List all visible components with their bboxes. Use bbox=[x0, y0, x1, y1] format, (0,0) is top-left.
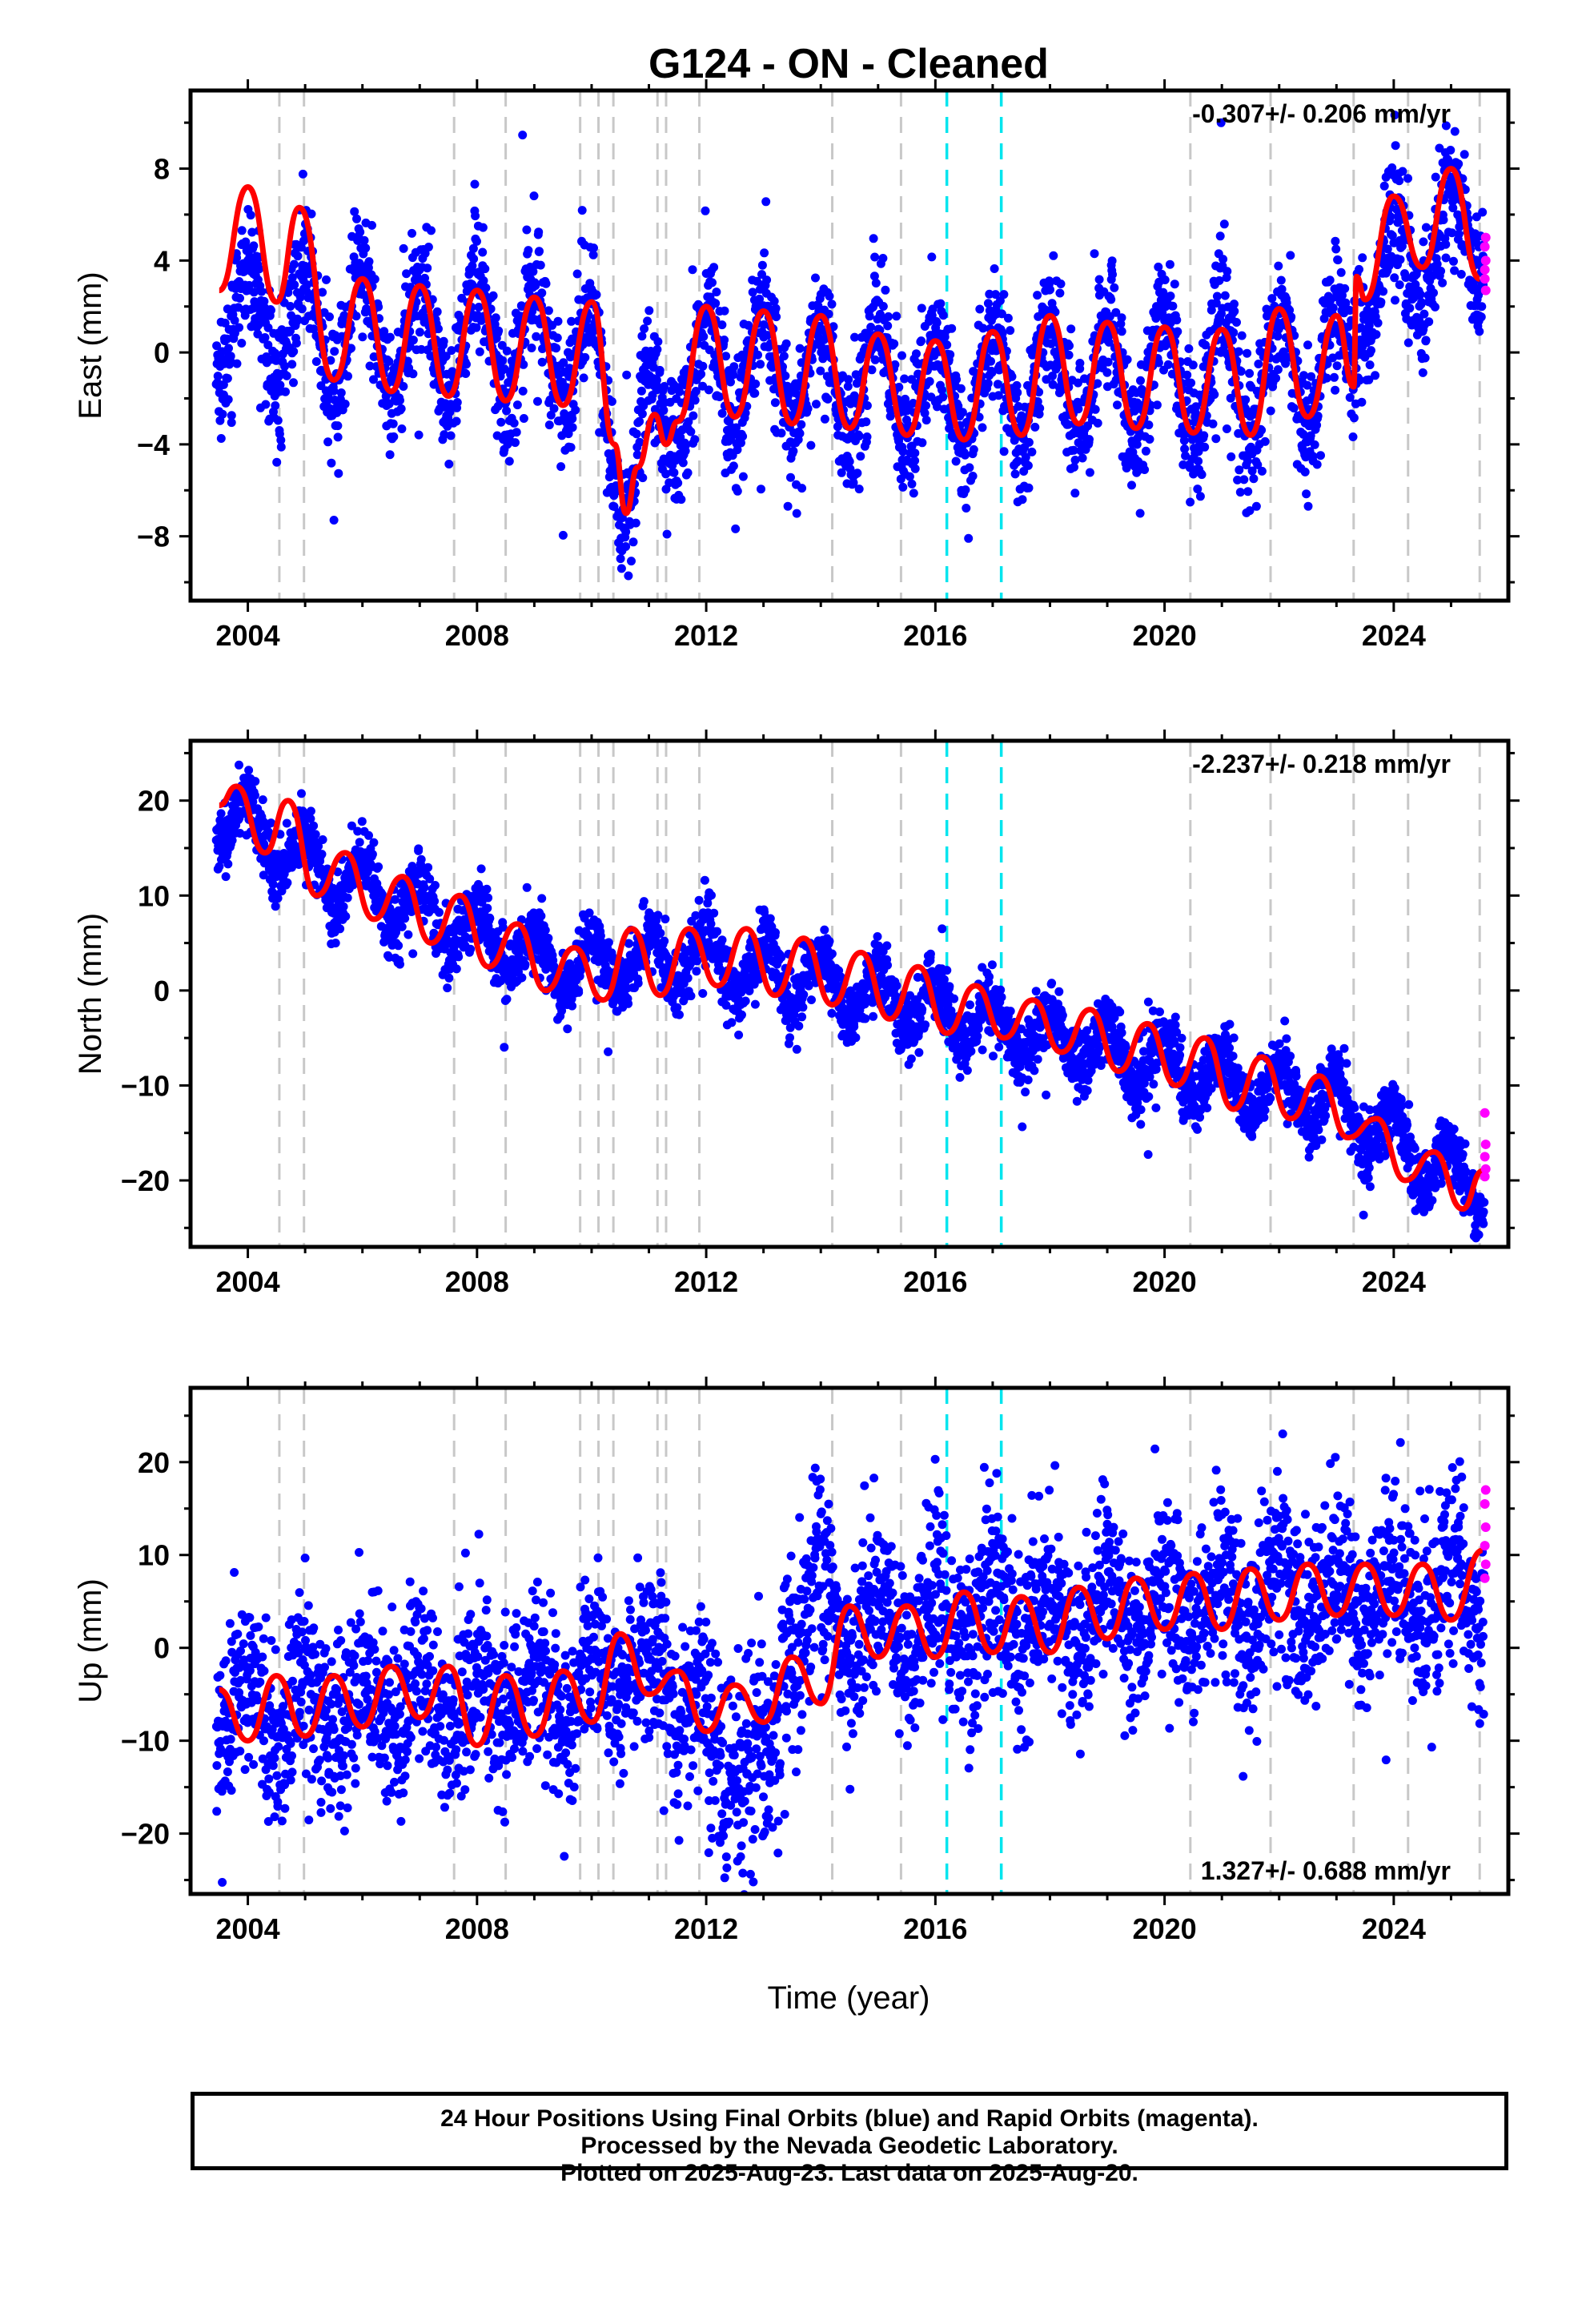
rapid-orbit-point bbox=[1481, 1140, 1491, 1149]
y-tick-label: −8 bbox=[137, 521, 170, 553]
x-axis-label: Time (year) bbox=[768, 1980, 930, 2016]
y-tick-label: −10 bbox=[121, 1069, 170, 1102]
x-tick-label: 2024 bbox=[1362, 1265, 1426, 1298]
panel-up: 2004 2008 2012 2016 2020 2024 −20 −10 0 10 20 Up (m… bbox=[73, 1377, 1520, 1945]
rapid-orbit-point bbox=[1481, 255, 1491, 265]
x-tick-label: 2004 bbox=[216, 1265, 280, 1298]
chart-title: G124 - ON - Cleaned bbox=[648, 41, 1049, 87]
rapid-orbit-point bbox=[1480, 1172, 1490, 1181]
x-tick-label: 2020 bbox=[1133, 1912, 1197, 1945]
plot-area-east bbox=[212, 90, 1491, 620]
final-orbit-points bbox=[212, 761, 1489, 1276]
y-tick-label: 0 bbox=[154, 1632, 170, 1665]
x-tick-label: 2020 bbox=[1133, 619, 1197, 652]
rapid-orbit-point bbox=[1480, 1152, 1490, 1161]
y-axis-label: North (mm) bbox=[73, 913, 108, 1075]
y-tick-label: −10 bbox=[121, 1725, 170, 1758]
rapid-orbit-point bbox=[1481, 286, 1491, 296]
y-tick-label: 0 bbox=[154, 336, 170, 369]
y-tick-label: 10 bbox=[138, 1539, 170, 1572]
y-tick-label: 4 bbox=[154, 244, 170, 277]
x-tick-label: 2008 bbox=[445, 1912, 509, 1945]
velocity-rate-label: 1.327+/- 0.688 mm/yr bbox=[1201, 1856, 1451, 1885]
gps-time-series-figure: G124 - ON - Cleaned 2004 2008 2012 2016 2020… bbox=[0, 0, 1582, 2082]
x-tick-label: 2016 bbox=[903, 1265, 967, 1298]
y-tick-label: −20 bbox=[121, 1818, 170, 1851]
y-tick-label: −4 bbox=[137, 428, 170, 461]
y-tick-label: −20 bbox=[121, 1164, 170, 1197]
plot-caption-box: 24 Hour Positions Using Final Orbits (bl… bbox=[191, 2092, 1508, 2170]
rapid-orbit-point bbox=[1480, 1108, 1490, 1118]
x-tick-label: 2012 bbox=[674, 1912, 738, 1945]
rapid-orbit-point bbox=[1481, 1522, 1491, 1532]
y-tick-label: 8 bbox=[154, 153, 170, 186]
x-tick-label: 2016 bbox=[903, 1912, 967, 1945]
x-tick-label: 2016 bbox=[903, 619, 967, 652]
rapid-orbit-point bbox=[1481, 233, 1491, 243]
rapid-orbit-point bbox=[1480, 274, 1490, 283]
rapid-orbit-point bbox=[1481, 1559, 1491, 1569]
rapid-orbit-point bbox=[1481, 1486, 1491, 1495]
x-tick-label: 2012 bbox=[674, 1265, 738, 1298]
x-tick-label: 2008 bbox=[445, 619, 509, 652]
x-tick-label: 2020 bbox=[1133, 1265, 1197, 1298]
y-tick-label: 20 bbox=[138, 785, 170, 818]
y-tick-label: 20 bbox=[138, 1446, 170, 1479]
y-tick-label: 10 bbox=[138, 879, 170, 912]
rapid-orbit-point bbox=[1480, 1574, 1490, 1583]
rapid-orbit-point bbox=[1480, 265, 1490, 275]
rapid-orbit-point bbox=[1480, 242, 1490, 251]
plot-area-north bbox=[212, 741, 1491, 1276]
velocity-rate-label: -0.307+/- 0.206 mm/yr bbox=[1192, 99, 1451, 128]
velocity-rate-label: -2.237+/- 0.218 mm/yr bbox=[1192, 750, 1451, 778]
y-axis-label: Up (mm) bbox=[73, 1578, 108, 1703]
x-tick-label: 2012 bbox=[674, 619, 738, 652]
y-tick-label: 0 bbox=[154, 975, 170, 1007]
y-axis-label: East (mm) bbox=[73, 271, 108, 419]
x-tick-label: 2004 bbox=[216, 1912, 280, 1945]
plot-area-up bbox=[212, 1388, 1491, 1932]
panel-east: 2004 2008 2012 2016 2020 2024 −8 −4 0 4 8 East (mm)… bbox=[73, 79, 1520, 652]
x-tick-label: 2024 bbox=[1362, 619, 1426, 652]
panel-north: 2004 2008 2012 2016 2020 2024 −20 −10 0 10 20 North… bbox=[73, 730, 1520, 1298]
rapid-orbit-point bbox=[1480, 1499, 1490, 1509]
caption-line-3: Plotted on 2025-Aug-23. Last data on 202… bbox=[195, 2160, 1504, 2187]
x-tick-label: 2004 bbox=[216, 619, 280, 652]
x-tick-label: 2024 bbox=[1362, 1912, 1426, 1945]
caption-line-2: Processed by the Nevada Geodetic Laborat… bbox=[195, 2133, 1504, 2160]
caption-line-1: 24 Hour Positions Using Final Orbits (bl… bbox=[195, 2105, 1504, 2133]
x-tick-label: 2008 bbox=[445, 1265, 509, 1298]
rapid-orbit-point bbox=[1480, 1541, 1490, 1550]
